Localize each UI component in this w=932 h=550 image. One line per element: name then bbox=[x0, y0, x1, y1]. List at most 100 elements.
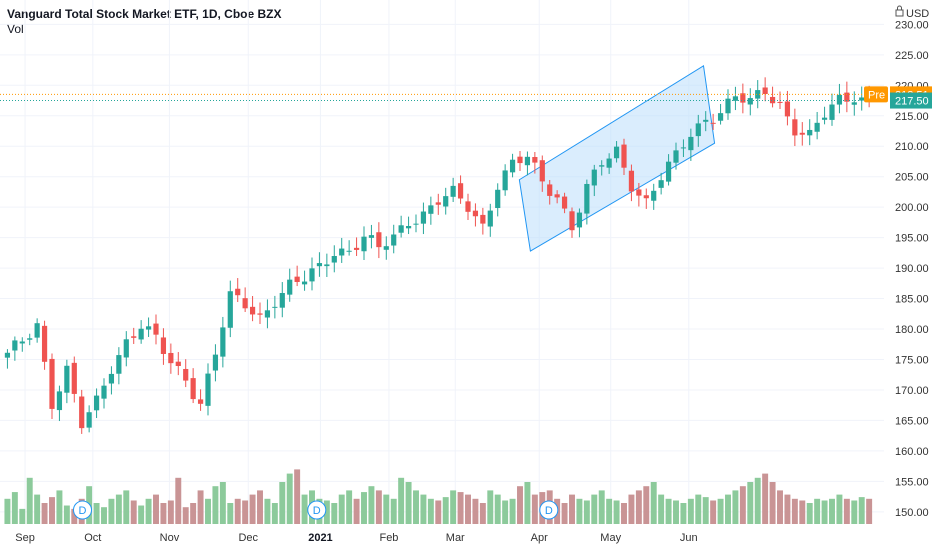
volume-bar bbox=[130, 500, 137, 524]
candle-body bbox=[413, 223, 419, 225]
pre-market-tag bbox=[864, 86, 888, 103]
volume-bar bbox=[205, 498, 211, 524]
candle-body bbox=[502, 170, 508, 191]
y-tick-label: 185.00 bbox=[895, 294, 929, 306]
dividend-marker-label: D bbox=[313, 505, 321, 517]
candle-body bbox=[168, 352, 174, 364]
lock-icon bbox=[895, 5, 904, 17]
candle-body bbox=[435, 202, 441, 205]
candle-body bbox=[391, 234, 397, 246]
last-price-label: 217.50 bbox=[895, 96, 929, 108]
candle-body bbox=[316, 263, 323, 267]
candle-body bbox=[658, 180, 664, 188]
volume-bar bbox=[591, 494, 598, 524]
volume-bar bbox=[279, 482, 286, 524]
volume-bar bbox=[643, 486, 650, 524]
candle-body bbox=[561, 196, 568, 209]
price-axis[interactable]: 150.00 155.00 160.00 165.00 170.00 175.00 180.… bbox=[864, 19, 932, 519]
volume-bar bbox=[502, 500, 509, 524]
volume-bar bbox=[450, 490, 457, 524]
volume-bar bbox=[182, 507, 189, 524]
y-tick-label: 195.00 bbox=[895, 233, 929, 245]
volume-bar bbox=[338, 494, 345, 524]
y-tick-label: 150.00 bbox=[895, 507, 929, 519]
candle-body bbox=[821, 117, 828, 120]
volume-bar bbox=[702, 497, 709, 524]
y-tick-label: 155.00 bbox=[895, 476, 929, 488]
volume-bar bbox=[665, 498, 672, 524]
volume-bar bbox=[63, 505, 70, 524]
dividend-marker-label: D bbox=[545, 505, 553, 517]
volume-bar bbox=[375, 490, 382, 524]
last-price-box bbox=[890, 92, 932, 109]
volume-bar bbox=[680, 503, 687, 524]
volume-bar bbox=[71, 508, 78, 524]
candle-body bbox=[4, 352, 11, 358]
candle-body bbox=[732, 96, 739, 101]
candle-body bbox=[346, 250, 352, 252]
candle-body bbox=[324, 264, 330, 267]
volume-bar bbox=[115, 494, 122, 524]
volume-bar bbox=[353, 498, 360, 524]
x-tick-label: 2021 bbox=[308, 532, 332, 544]
x-tick-label: Sep bbox=[15, 532, 35, 544]
x-tick-label: Dec bbox=[238, 532, 258, 544]
candle-body bbox=[376, 232, 382, 248]
candle-body bbox=[450, 185, 456, 197]
candle-body bbox=[160, 337, 167, 354]
volume-bar bbox=[710, 500, 717, 524]
candle-body bbox=[599, 165, 605, 167]
candle-body bbox=[792, 119, 798, 136]
candle-body bbox=[443, 196, 449, 207]
volume-bar bbox=[829, 498, 835, 524]
volume-bar bbox=[858, 497, 865, 524]
volume-bar bbox=[390, 498, 397, 524]
y-tick-label: 210.00 bbox=[895, 141, 929, 153]
candle-body bbox=[339, 248, 345, 256]
candle-body bbox=[309, 268, 315, 282]
volume-bar bbox=[687, 498, 694, 524]
candle-body bbox=[86, 412, 92, 428]
candle-body bbox=[64, 365, 70, 393]
candle-body bbox=[509, 159, 516, 173]
volume-bar bbox=[814, 498, 821, 524]
volume-bar bbox=[413, 490, 419, 524]
volume-bar bbox=[435, 500, 442, 524]
y-tick-label: 230.00 bbox=[895, 19, 929, 31]
candle-body bbox=[123, 339, 129, 358]
volume-bar bbox=[175, 477, 182, 524]
time-axis[interactable]: Sep Oct Nov Dec 2021 Feb Mar Apr May Jun bbox=[15, 532, 697, 544]
dividend-marker-label: D bbox=[79, 505, 87, 517]
candle-body bbox=[56, 391, 63, 411]
x-tick-label: Feb bbox=[379, 532, 398, 544]
volume-bar bbox=[613, 500, 620, 524]
candle-body bbox=[49, 358, 55, 409]
candle-body bbox=[665, 161, 672, 182]
volume-bar bbox=[93, 503, 100, 524]
volume-bar bbox=[4, 498, 11, 524]
candle-body bbox=[212, 354, 219, 371]
candle-body bbox=[420, 211, 427, 224]
candle-body bbox=[331, 256, 337, 263]
volume-bar bbox=[732, 490, 739, 524]
currency-label[interactable]: USD bbox=[895, 5, 929, 20]
volume-bar bbox=[769, 482, 776, 524]
volume-bar bbox=[108, 498, 115, 524]
volume-bar bbox=[19, 508, 26, 524]
y-tick-label: 175.00 bbox=[895, 354, 929, 366]
volume-bar bbox=[219, 482, 226, 524]
volume-bar bbox=[323, 500, 330, 524]
candle-body bbox=[272, 306, 278, 308]
candle-body bbox=[859, 97, 865, 101]
volume-bar bbox=[576, 498, 583, 524]
volume-bar bbox=[851, 500, 858, 524]
volume-bar bbox=[658, 494, 665, 524]
volume-bar bbox=[457, 492, 464, 524]
candle-body bbox=[777, 101, 783, 103]
volume-bar bbox=[836, 494, 843, 524]
volume-bar bbox=[368, 486, 375, 524]
volume-bar bbox=[762, 473, 769, 524]
candle-body bbox=[361, 236, 367, 252]
